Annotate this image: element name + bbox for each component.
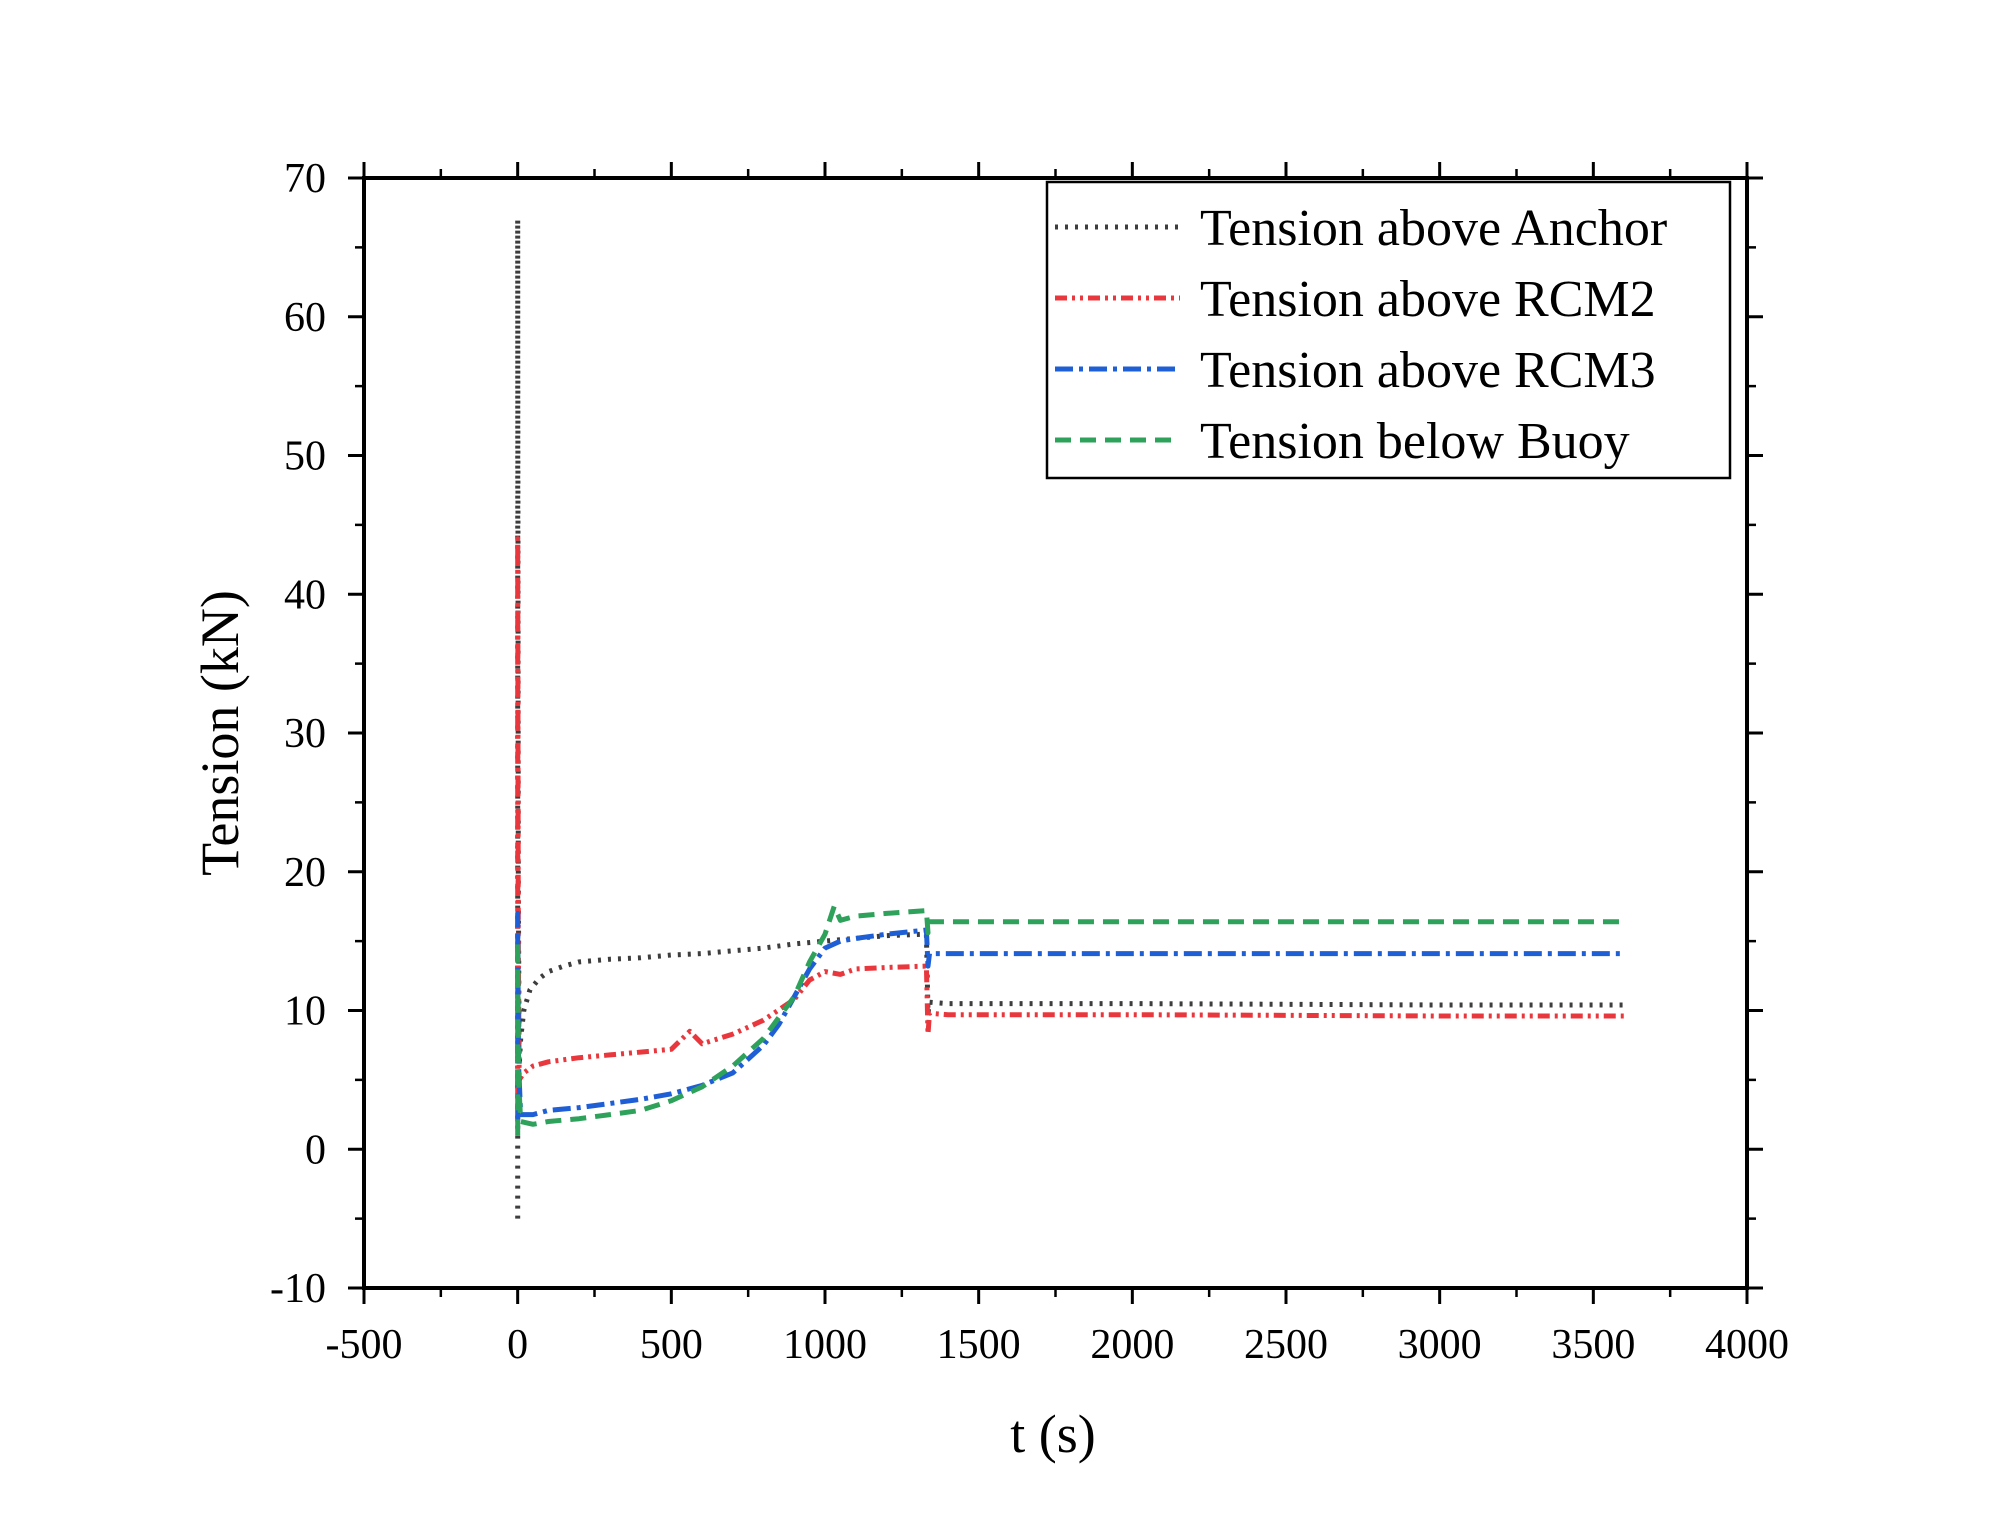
x-tick-label: -500 <box>326 1322 403 1368</box>
x-tick-label: 3500 <box>1551 1322 1635 1368</box>
series-line-3 <box>515 910 1625 1122</box>
legend: Tension above Anchor Tension above RCM2 Te… <box>1045 180 1732 480</box>
y-tick-label: 30 <box>284 711 326 757</box>
y-tick-label: 60 <box>284 295 326 341</box>
y-tick-label: 70 <box>284 156 326 202</box>
tick-layer: -500 0 500 1000 1500 2000 2500 3000 3500 4000 -10 0… <box>270 156 1789 1368</box>
y-tick-label: 40 <box>284 572 326 618</box>
y-tick-label: 20 <box>284 850 326 896</box>
x-tick-label: 2000 <box>1090 1322 1174 1368</box>
y-tick-label: 0 <box>305 1127 326 1173</box>
legend-label-1: Tension above Anchor <box>1200 200 1667 257</box>
legend-label-4: Tension below Buoy <box>1200 413 1630 470</box>
y-tick-label: 50 <box>284 434 326 480</box>
x-tick-label: 0 <box>507 1322 528 1368</box>
x-tick-label: 1000 <box>783 1322 867 1368</box>
legend-label-2: Tension above RCM2 <box>1200 271 1656 328</box>
legend-box <box>1045 180 1732 480</box>
x-tick-label: 2500 <box>1244 1322 1328 1368</box>
y-tick-label: -10 <box>270 1266 326 1312</box>
x-tick-label: 1500 <box>937 1322 1021 1368</box>
y-axis-title: Tension (kN) <box>190 590 250 876</box>
y-tick-label: 10 <box>284 989 326 1035</box>
series-line-2 <box>515 536 1625 1094</box>
legend-label-3: Tension above RCM3 <box>1200 342 1656 399</box>
x-tick-label: 4000 <box>1705 1322 1789 1368</box>
series-layer <box>515 217 1625 1219</box>
series-line-4 <box>515 903 1625 1136</box>
x-tick-label: 3000 <box>1398 1322 1482 1368</box>
x-axis-title: t (s) <box>1010 1404 1095 1464</box>
x-tick-label: 500 <box>640 1322 703 1368</box>
